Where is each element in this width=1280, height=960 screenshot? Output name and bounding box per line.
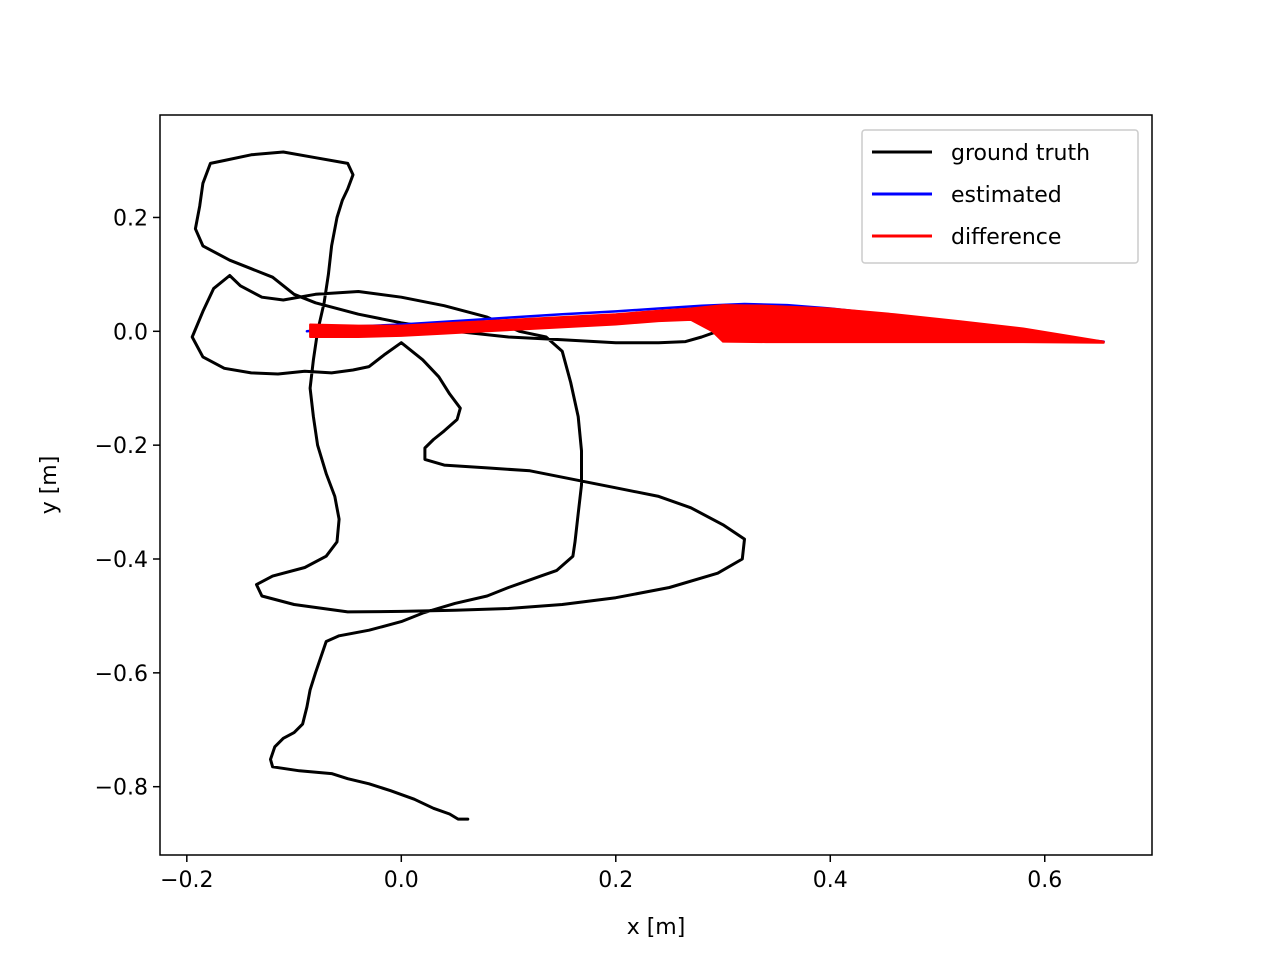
- x-tick-label: −0.2: [160, 868, 213, 893]
- series-band-difference: [309, 304, 1105, 344]
- x-tick-label: 0.6: [1027, 868, 1062, 893]
- legend-box: [861, 129, 1139, 264]
- y-tick-label: −0.4: [95, 548, 148, 573]
- y-axis: −0.8 −0.6 −0.4 −0.2 0.0 0.2: [95, 206, 160, 801]
- y-axis-label: y [m]: [37, 456, 62, 515]
- x-tick-label: 0.2: [598, 868, 633, 893]
- y-tick-label: −0.2: [95, 434, 148, 459]
- legend-label-estimated: estimated: [951, 183, 1062, 208]
- y-tick-label: 0.2: [113, 206, 148, 231]
- x-axis-label: x [m]: [627, 915, 686, 940]
- series-line-ground-truth: [190, 150, 746, 821]
- y-tick-label: −0.6: [95, 662, 148, 687]
- legend-label-difference: difference: [951, 225, 1061, 250]
- y-tick-label: 0.0: [113, 320, 148, 345]
- legend: ground truth estimated difference: [861, 129, 1139, 264]
- x-tick-label: 0.4: [813, 868, 848, 893]
- x-tick-label: 0.0: [384, 868, 419, 893]
- series-layer: [190, 150, 1105, 821]
- legend-label-ground-truth: ground truth: [951, 141, 1090, 166]
- plot-frame: [159, 114, 1153, 856]
- y-tick-label: −0.8: [95, 776, 148, 801]
- x-axis: −0.2 0.0 0.2 0.4 0.6: [160, 855, 1062, 893]
